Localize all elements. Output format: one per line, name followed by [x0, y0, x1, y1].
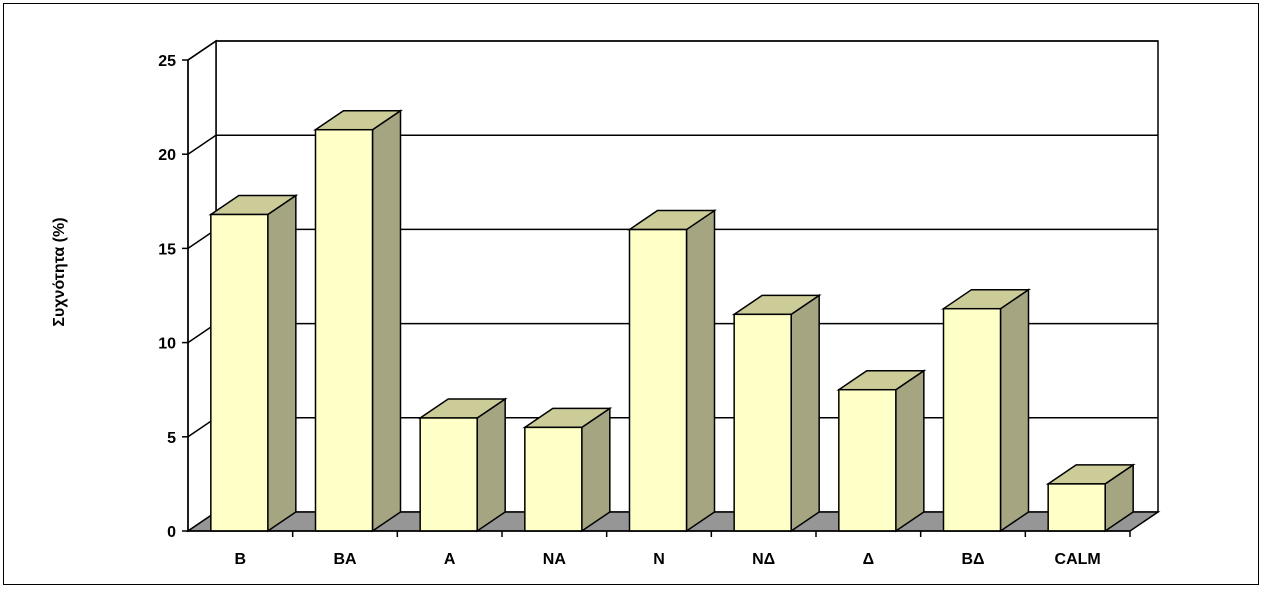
x-tick-label: ΝΑ — [543, 551, 567, 568]
bar-front — [420, 418, 477, 531]
y-tick-label: 20 — [158, 147, 176, 164]
x-tick-label: Δ — [863, 551, 875, 568]
x-tick-label: ΒΑ — [333, 551, 357, 568]
bar-front — [734, 314, 791, 531]
bar-front — [525, 427, 582, 531]
y-tick-labels: 0 5 10 15 20 25 — [158, 53, 176, 541]
x-tick-label: CALM — [1055, 551, 1101, 568]
bar-front — [1048, 484, 1105, 531]
bar-side — [896, 371, 924, 531]
bar-side — [373, 111, 401, 531]
x-tick-label: Ν — [653, 551, 665, 568]
bar — [1048, 465, 1133, 531]
bar-side — [477, 399, 505, 531]
y-tick-label: 25 — [158, 53, 176, 70]
bar — [944, 290, 1029, 531]
bar-front — [211, 214, 268, 531]
y-tick-label: 5 — [167, 430, 176, 447]
x-tick-label: ΒΔ — [961, 551, 984, 568]
bar-side — [268, 195, 296, 531]
bar-side — [1001, 290, 1029, 531]
bar-front — [944, 309, 1001, 531]
bar-side — [687, 211, 715, 531]
bar — [420, 399, 505, 531]
x-tick-label: ΝΔ — [752, 551, 775, 568]
bar-front — [316, 130, 373, 531]
y-tick-label: 0 — [167, 524, 176, 541]
bar — [211, 195, 296, 531]
x-tick-label: Α — [444, 551, 456, 568]
bar — [734, 295, 819, 531]
y-axis-label: Συχνότητα (%) — [51, 217, 68, 326]
bar-front — [839, 390, 896, 531]
x-tick-labels: Β ΒΑ Α ΝΑ Ν ΝΔ Δ ΒΔ CALM — [235, 551, 1101, 568]
y-tick-label: 15 — [158, 241, 176, 258]
x-tick-label: Β — [235, 551, 247, 568]
y-tick-label: 10 — [158, 336, 176, 353]
bar — [316, 111, 401, 531]
bar — [525, 408, 610, 531]
bar-side — [582, 408, 610, 531]
bar — [839, 371, 924, 531]
bar — [630, 211, 715, 531]
bar-side — [791, 295, 819, 531]
bar-front — [630, 230, 687, 531]
